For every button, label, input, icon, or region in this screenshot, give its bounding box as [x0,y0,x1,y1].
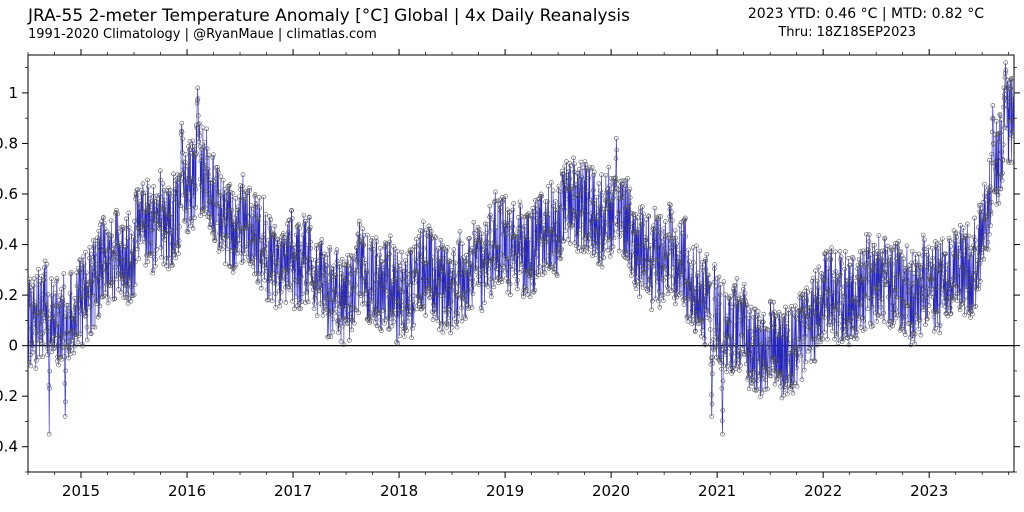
x-tick-label: 2017 [274,482,312,500]
y-tick-label: 1 [8,84,18,102]
y-tick-label: 0.6 [0,185,18,203]
y-tick-label: 0.8 [0,134,18,152]
chart-stats-main: 2023 YTD: 0.46 °C | MTD: 0.82 °C [748,6,984,22]
chart-title-sub: 1991-2020 Climatology | @RyanMaue | clim… [28,27,377,42]
y-tick-label: -0.4 [0,438,18,456]
x-tick-label: 2015 [62,482,100,500]
x-tick-label: 2018 [380,482,418,500]
x-tick-label: 2020 [592,482,630,500]
y-tick-label: -0.2 [0,387,18,405]
x-tick-label: 2023 [910,482,948,500]
x-tick-label: 2019 [486,482,524,500]
chart-stats-sub: Thru: 18Z18SEP2023 [778,25,916,40]
y-tick-label: 0 [8,337,18,355]
x-tick-label: 2016 [168,482,206,500]
x-tick-label: 2022 [804,482,842,500]
x-tick-label: 2021 [698,482,736,500]
y-tick-label: 0.4 [0,236,18,254]
chart-root: JRA-55 2-meter Temperature Anomaly [°C] … [0,0,1024,512]
chart-plot-svg: -0.4 -0.2 0 0.2 0.4 0.6 0.8 1 2015 2016 2017 2018 20… [0,0,1024,512]
series-group [26,61,1016,437]
y-tick-label: 0.2 [0,286,18,304]
chart-title-main: JRA-55 2-meter Temperature Anomaly [°C] … [28,6,630,26]
